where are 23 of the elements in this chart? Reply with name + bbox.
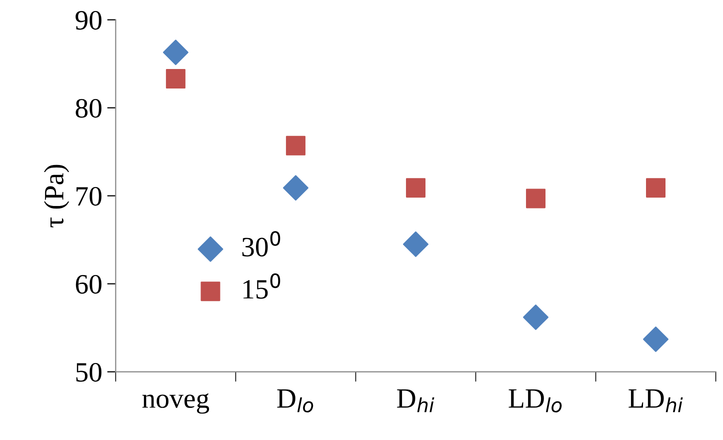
x-tick-label: D$_{hi}$: [397, 389, 434, 412]
y-axis-title: τ (Pa): [44, 164, 70, 228]
x-tick-label: LD$_{lo}$: [508, 389, 562, 412]
point: [162, 40, 188, 66]
point: [286, 136, 306, 156]
point: [643, 326, 668, 352]
y-tick-label: 50: [76, 362, 102, 382]
point: [646, 178, 666, 198]
legend-label: 15$^{0}$: [243, 273, 280, 299]
x-tick-label: noveg: [142, 393, 210, 414]
point: [166, 69, 186, 89]
y-tick-label: 60: [76, 274, 102, 294]
y-tick-label: 70: [76, 186, 102, 206]
point: [406, 178, 426, 198]
point: [282, 175, 308, 201]
point: [403, 231, 428, 257]
point: [526, 188, 546, 208]
legend-label: 30$^{0}$: [242, 231, 280, 256]
point: [523, 304, 548, 330]
y-tick-label: 80: [76, 98, 102, 118]
y-tick-label: 90: [76, 10, 102, 30]
x-tick-label: D$_{lo}$: [277, 389, 314, 412]
x-tick-label: LD$_{hi}$: [628, 389, 683, 412]
